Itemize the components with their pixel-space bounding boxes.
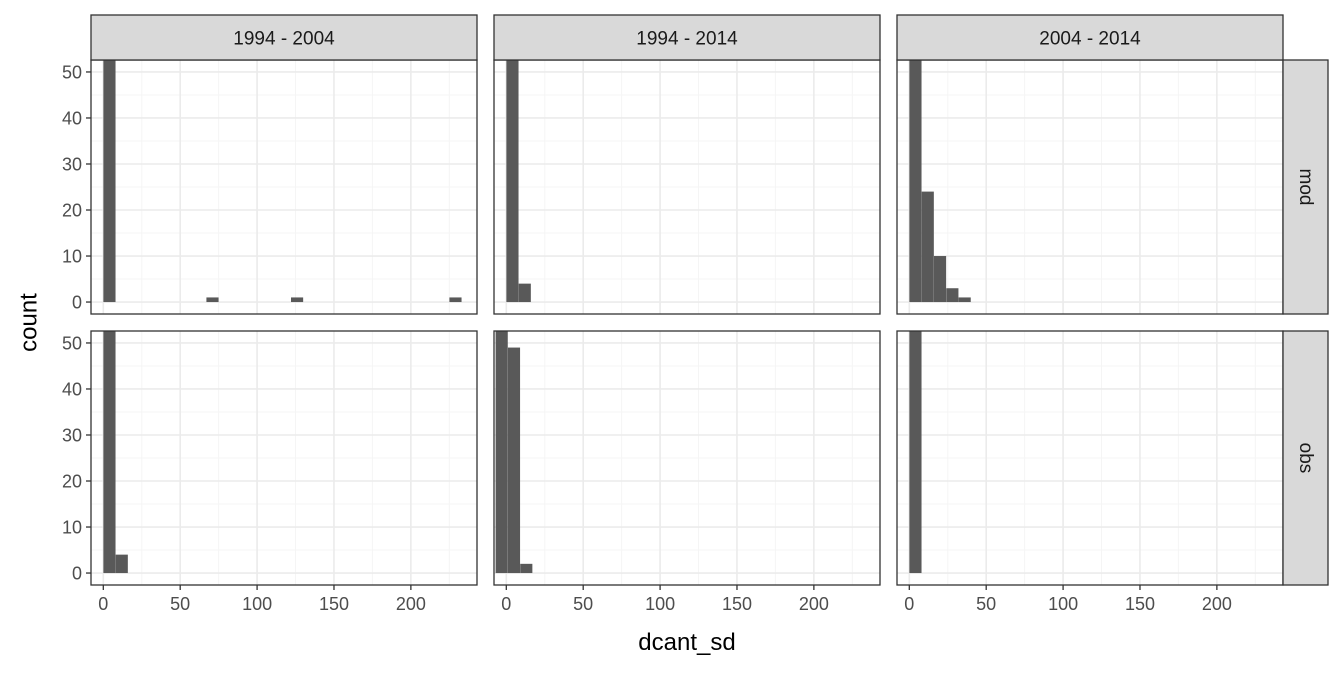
- column-strip-label: 1994 - 2004: [233, 29, 335, 50]
- histogram-bar: [103, 60, 116, 303]
- column-strip-label: 2004 - 2014: [1039, 29, 1141, 50]
- column-strip: [90, 14, 478, 61]
- x-tick-label: 200: [1202, 594, 1232, 614]
- panel-2004-2014-mod: [896, 59, 1284, 315]
- x-tick-label: 0: [98, 594, 108, 614]
- panel-content: [91, 60, 477, 314]
- y-tick-label: 20: [62, 201, 82, 221]
- histogram-bar: [506, 60, 519, 303]
- y-tick-label: 0: [72, 564, 82, 584]
- row-strip: [1282, 59, 1329, 315]
- x-tick-label: 150: [722, 594, 752, 614]
- y-tick-label: 30: [62, 154, 82, 174]
- histogram-bar: [520, 563, 533, 574]
- panel-1994-2004-obs: [90, 330, 478, 586]
- histogram-bar: [946, 288, 959, 303]
- histogram-bar: [958, 297, 971, 303]
- row-strip-label: obs: [1295, 443, 1316, 474]
- x-tick-label: 50: [170, 594, 190, 614]
- panel-content: [897, 331, 1283, 585]
- y-tick-label: 0: [72, 293, 82, 313]
- x-tick-label: 150: [319, 594, 349, 614]
- x-tick-label: 100: [645, 594, 675, 614]
- histogram-bar: [518, 283, 531, 303]
- y-tick-label: 10: [62, 247, 82, 267]
- y-tick-label: 50: [62, 333, 82, 353]
- row-strip-label: mod: [1295, 169, 1316, 206]
- y-tick-label: 40: [62, 379, 82, 399]
- x-tick-label: 50: [976, 594, 996, 614]
- panel-2004-2014-obs: [896, 330, 1284, 586]
- histogram-bar: [206, 297, 219, 303]
- histogram-bar: [495, 331, 508, 574]
- x-tick-label: 200: [799, 594, 829, 614]
- panel-1994-2014-obs: [493, 330, 881, 586]
- column-strip: [896, 14, 1284, 61]
- x-tick-label: 100: [1048, 594, 1078, 614]
- column-strip: [493, 14, 881, 61]
- histogram-bar: [290, 297, 304, 303]
- y-tick-label: 10: [62, 518, 82, 538]
- histogram-bar: [115, 554, 128, 574]
- column-strip-label: 1994 - 2014: [636, 29, 738, 50]
- x-tick-label: 200: [396, 594, 426, 614]
- panel-1994-2004-mod: [90, 59, 478, 315]
- panel-border: [493, 330, 881, 586]
- y-tick-label: 50: [62, 62, 82, 82]
- panel-content: [494, 331, 880, 585]
- panel-content: [91, 331, 477, 585]
- x-tick-label: 0: [904, 594, 914, 614]
- histogram-bar: [909, 60, 922, 303]
- x-tick-label: 100: [242, 594, 272, 614]
- histogram-bar: [933, 256, 947, 303]
- y-axis-title: count: [16, 293, 43, 352]
- y-tick-label: 40: [62, 108, 82, 128]
- histogram-bar: [909, 331, 922, 574]
- histogram-bar: [449, 297, 462, 303]
- panel-content: [897, 60, 1283, 314]
- histogram-bar: [507, 347, 521, 574]
- y-tick-label: 20: [62, 472, 82, 492]
- histogram-bar: [103, 331, 116, 574]
- y-tick-label: 30: [62, 425, 82, 445]
- panel-border: [90, 330, 478, 586]
- x-axis-title: dcant_sd: [638, 629, 735, 656]
- x-tick-label: 0: [501, 594, 511, 614]
- x-tick-label: 150: [1125, 594, 1155, 614]
- panel-content: [494, 60, 880, 314]
- panel-1994-2014-mod: [493, 59, 881, 315]
- histogram-bar: [921, 191, 934, 303]
- x-tick-label: 50: [573, 594, 593, 614]
- row-strip: [1282, 330, 1329, 586]
